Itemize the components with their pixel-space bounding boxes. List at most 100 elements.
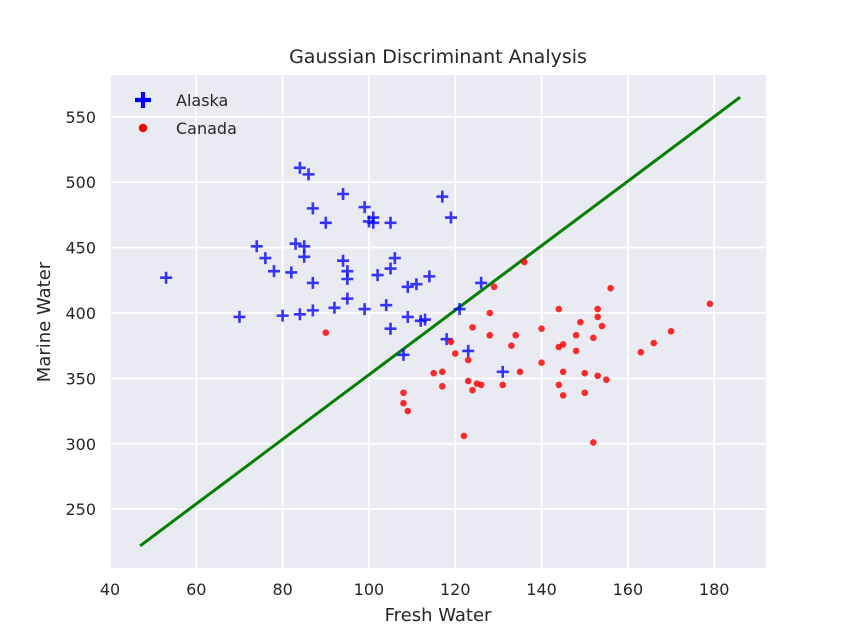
canada-point-13 xyxy=(469,386,476,394)
alaska-point-2 xyxy=(250,240,263,253)
y-tick-label-550: 550 xyxy=(65,108,96,127)
x-tick-label-180: 180 xyxy=(699,580,730,599)
alaska-point-6 xyxy=(285,266,298,279)
canada-point-10 xyxy=(464,377,472,385)
x-tick-label-80: 80 xyxy=(272,580,292,599)
decision-boundary-layer xyxy=(139,96,742,547)
grid-lines xyxy=(109,75,766,568)
canada-point-1 xyxy=(400,389,407,397)
canada-point-19 xyxy=(499,381,507,389)
alaska-point-1 xyxy=(233,310,246,323)
alaska-point-30 xyxy=(384,216,397,229)
canada-point-0 xyxy=(322,329,330,336)
alaska-point-8 xyxy=(293,161,306,174)
canada-point-17 xyxy=(486,309,494,317)
canada-point-33 xyxy=(572,347,580,355)
alaska-point-37 xyxy=(410,278,423,291)
alaska-point-40 xyxy=(423,270,436,283)
canada-point-20 xyxy=(508,342,515,349)
y-tick-label-500: 500 xyxy=(65,173,96,192)
canada-point-43 xyxy=(603,376,610,383)
canada-point-24 xyxy=(538,359,545,366)
x-tick-label-60: 60 xyxy=(186,580,206,599)
canada-point-44 xyxy=(607,284,614,292)
alaska-point-41 xyxy=(436,190,449,203)
x-axis-label: Fresh Water xyxy=(385,605,492,626)
canada-point-37 xyxy=(590,334,597,342)
alaska-point-46 xyxy=(475,276,488,289)
alaska-point-31 xyxy=(384,262,397,275)
alaska-point-34 xyxy=(397,348,410,361)
alaska-point-29 xyxy=(380,299,393,312)
canada-point-21 xyxy=(512,331,519,339)
alaska-point-35 xyxy=(401,280,414,293)
canada-point-42 xyxy=(598,322,606,330)
alaska-point-0 xyxy=(160,271,173,284)
canada-point-3 xyxy=(404,407,412,415)
canada-point-45 xyxy=(637,348,645,356)
alaska-point-14 xyxy=(306,276,319,289)
legend-alaska-label: Alaska xyxy=(176,91,228,110)
y-tick-label-300: 300 xyxy=(65,435,96,454)
canada-point-9 xyxy=(460,432,468,440)
chart-title: Gaussian Discriminant Analysis xyxy=(289,46,587,68)
alaska-point-36 xyxy=(401,310,414,323)
x-tick-label-140: 140 xyxy=(526,580,557,599)
x-axis-ticks: 40 60 80 100 120 140 160 180 xyxy=(100,580,730,599)
y-axis-label: Marine Water xyxy=(34,261,55,382)
alaska-point-23 xyxy=(358,201,371,214)
canada-point-23 xyxy=(521,258,528,266)
canada-point-48 xyxy=(706,300,714,308)
alaska-point-12 xyxy=(302,168,315,181)
canada-point-35 xyxy=(581,369,589,377)
canada-point-12 xyxy=(469,324,476,331)
alaska-point-28 xyxy=(371,269,384,282)
legend-canada-label: Canada xyxy=(176,119,237,138)
canada-point-31 xyxy=(559,392,567,399)
alaska-point-43 xyxy=(444,211,457,224)
legend: Alaska Canada xyxy=(135,91,237,138)
alaska-point-16 xyxy=(319,216,332,229)
alaska-point-47 xyxy=(496,365,509,378)
alaska-point-45 xyxy=(462,344,475,357)
canada-point-46 xyxy=(650,339,658,347)
alaska-point-21 xyxy=(341,273,354,285)
canada-point-38 xyxy=(590,439,597,446)
legend-item-alaska: Alaska xyxy=(135,91,228,110)
canada-point-18 xyxy=(490,283,498,291)
canada-point-34 xyxy=(577,318,584,326)
alaska-point-22 xyxy=(341,292,354,305)
canada-point-2 xyxy=(400,399,407,407)
alaska-point-27 xyxy=(367,216,380,229)
canada-point-11 xyxy=(464,356,472,364)
canada-point-29 xyxy=(559,341,567,348)
legend-alaska-marker-icon xyxy=(135,92,151,108)
canada-point-28 xyxy=(555,381,563,389)
canada-point-36 xyxy=(581,389,589,397)
alaska-point-7 xyxy=(289,237,302,250)
y-tick-label-250: 250 xyxy=(65,500,96,519)
canada-point-4 xyxy=(430,369,437,377)
data-points-layer xyxy=(160,161,714,446)
x-tick-label-100: 100 xyxy=(354,580,385,599)
x-tick-label-120: 120 xyxy=(440,580,471,599)
alaska-point-17 xyxy=(328,301,341,314)
alaska-point-9 xyxy=(293,308,306,321)
y-tick-label-450: 450 xyxy=(65,239,96,258)
alaska-point-33 xyxy=(388,252,401,265)
y-axis-ticks: 250 300 350 400 450 500 550 xyxy=(65,108,96,519)
alaska-point-39 xyxy=(419,313,432,326)
x-tick-label-40: 40 xyxy=(100,580,120,599)
x-tick-label-160: 160 xyxy=(613,580,644,599)
canada-point-30 xyxy=(559,368,567,376)
y-tick-label-400: 400 xyxy=(65,304,96,323)
canada-point-40 xyxy=(594,313,601,321)
canada-point-41 xyxy=(594,372,601,380)
alaska-point-13 xyxy=(306,202,319,215)
canada-point-39 xyxy=(594,305,601,313)
decision-boundary-line xyxy=(139,96,742,547)
canada-point-26 xyxy=(555,305,563,313)
canada-point-47 xyxy=(667,328,675,335)
legend-canada-marker-icon xyxy=(138,123,148,133)
